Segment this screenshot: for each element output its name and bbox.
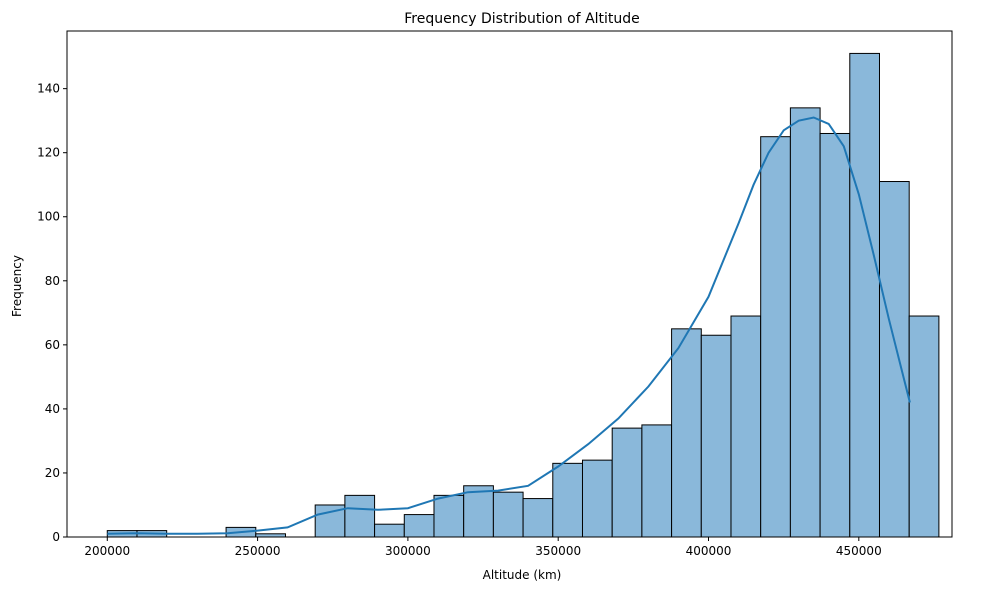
y-tick-label: 100 xyxy=(37,210,60,224)
x-tick-label: 400000 xyxy=(686,544,732,558)
histogram-bar xyxy=(789,107,821,538)
x-tick-label: 450000 xyxy=(836,544,882,558)
histogram-bar xyxy=(730,315,762,538)
histogram-bar xyxy=(403,514,435,538)
histogram-bar xyxy=(849,52,880,538)
histogram-bar xyxy=(671,328,702,538)
histogram-bar xyxy=(463,485,494,538)
histogram-bar xyxy=(522,498,554,538)
kde-curve xyxy=(107,116,911,535)
chart-title: Frequency Distribution of Altitude xyxy=(404,11,640,27)
histogram-bar xyxy=(908,315,940,538)
y-tick-label: 0 xyxy=(52,530,60,544)
x-tick-label: 300000 xyxy=(385,544,431,558)
y-tick-label: 20 xyxy=(45,466,60,480)
histogram-bar xyxy=(552,462,583,538)
plot-frame xyxy=(66,30,953,538)
x-tick-label: 250000 xyxy=(235,544,281,558)
histogram-bar xyxy=(819,132,851,538)
y-tick-label: 140 xyxy=(37,82,60,96)
y-tick-label: 40 xyxy=(45,402,60,416)
histogram-bar xyxy=(611,427,643,538)
x-tick-label: 350000 xyxy=(535,544,581,558)
histogram-bar xyxy=(492,491,524,538)
x-tick-label: 200000 xyxy=(84,544,130,558)
histogram-bar xyxy=(641,424,673,538)
y-tick-label: 120 xyxy=(37,146,60,160)
histogram-bar xyxy=(344,494,376,538)
histogram-bars xyxy=(106,52,940,538)
y-tick-label: 80 xyxy=(45,274,60,288)
x-axis-label: Altitude (km) xyxy=(483,568,562,582)
histogram-bar xyxy=(700,334,732,538)
histogram-bar xyxy=(374,523,405,538)
y-axis-label: Frequency xyxy=(10,255,24,317)
histogram-bar xyxy=(581,459,613,538)
histogram-bar xyxy=(433,494,465,538)
y-axis: 0 20 40 60 80 100 120 140 xyxy=(37,82,67,544)
y-tick-label: 60 xyxy=(45,338,60,352)
histogram-bar xyxy=(878,181,910,538)
x-axis: 200000 250000 300000 350000 400000 450000 xyxy=(84,537,882,558)
histogram-bar xyxy=(760,136,791,538)
